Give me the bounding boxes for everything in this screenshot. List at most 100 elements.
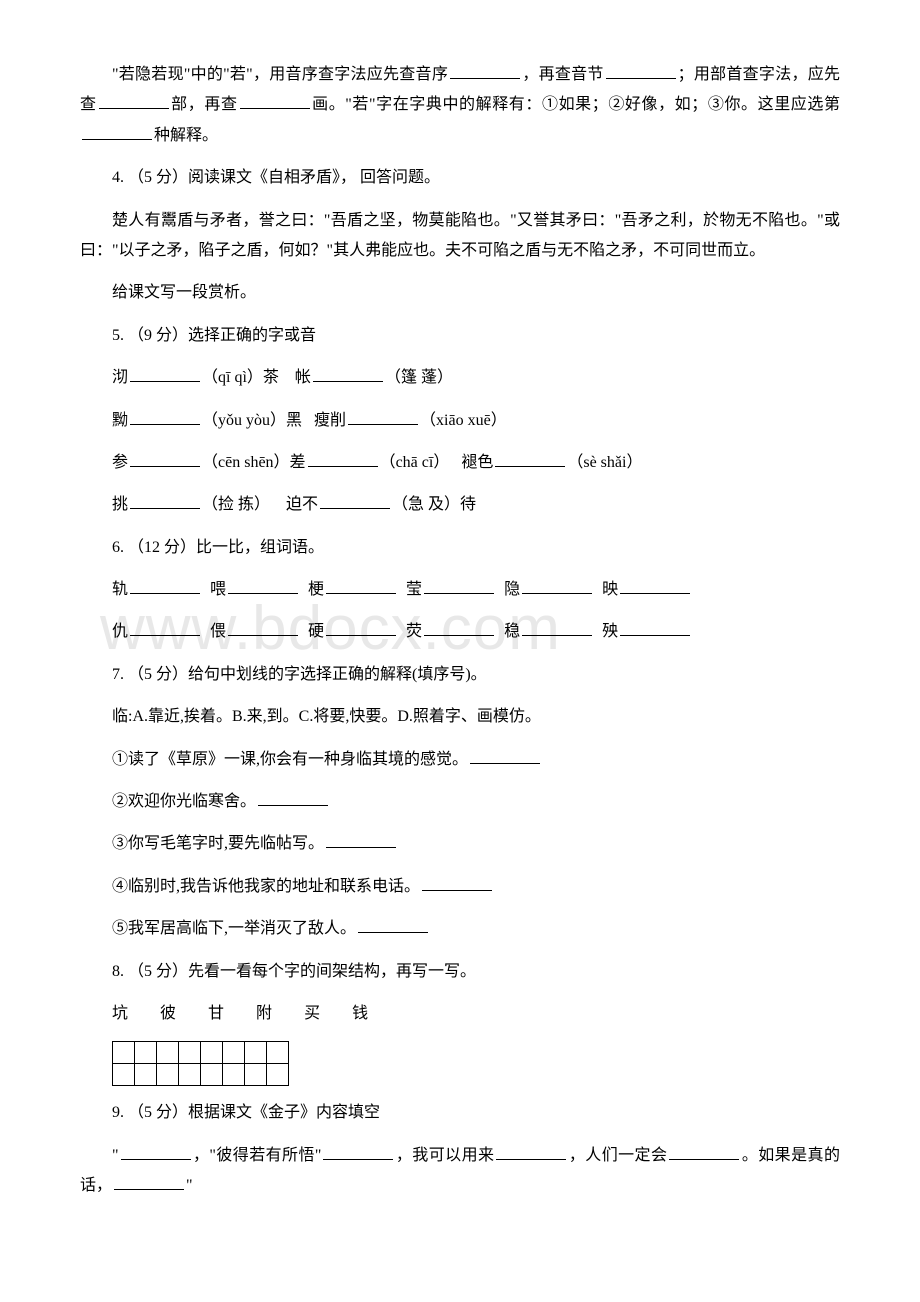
blank (522, 620, 592, 636)
text: （qī qì）茶 (202, 369, 279, 386)
q4-prompt: 4. （5 分）阅读课文《自相矛盾》， 回答问题。 (80, 163, 840, 193)
text: ，人们一定会 (568, 1147, 667, 1164)
text: 迫不 (286, 496, 318, 513)
text: ，我可以用来 (395, 1147, 494, 1164)
blank (114, 1174, 184, 1190)
blank (496, 1144, 566, 1160)
text: （yǒu yòu）黑 (202, 412, 302, 429)
blank (620, 578, 690, 594)
q9-fill: "，"彼得若有所悟"，我可以用来，人们一定会。如果是真的话，" (80, 1141, 840, 1202)
blank (450, 63, 520, 79)
blank (323, 1144, 393, 1160)
text: 种解释。 (154, 127, 218, 144)
q7-s4: ④临别时,我告诉他我家的地址和联系电话。 (80, 872, 840, 902)
char: 仇 (112, 623, 128, 640)
q5-row4: 挑 （捡 拣） 迫不 （急 及）待 (80, 490, 840, 520)
blank (424, 578, 494, 594)
char: 彼 (160, 1005, 176, 1022)
blank (326, 620, 396, 636)
blank (130, 493, 200, 509)
text: "若隐若现"中的"若"，用音序查字法应先查音序 (112, 66, 448, 83)
blank (240, 93, 310, 109)
blank (121, 1144, 191, 1160)
blank (522, 578, 592, 594)
char: 偎 (210, 623, 226, 640)
q5-row3: 参（cēn shēn）差（chā cī） 褪色（sè shǎi） (80, 448, 840, 478)
blank (358, 917, 428, 933)
text: ①读了《草原》一课,你会有一种身临其境的感觉。 (112, 751, 468, 768)
blank (99, 93, 169, 109)
blank (130, 578, 200, 594)
text: （chā cī） (380, 454, 450, 471)
blank (669, 1144, 739, 1160)
text: 黝 (112, 412, 128, 429)
q7-definition: 临:A.靠近,挨着。B.来,到。C.将要,快要。D.照着字、画模仿。 (80, 702, 840, 732)
blank (348, 409, 418, 425)
char: 映 (602, 581, 618, 598)
text: 瘦削 (314, 412, 346, 429)
char: 喂 (210, 581, 226, 598)
q7-s3: ③你写毛笔字时,要先临帖写。 (80, 829, 840, 859)
blank (228, 578, 298, 594)
blank (130, 451, 200, 467)
blank (130, 620, 200, 636)
text: 挑 (112, 496, 128, 513)
text: 画。"若"字在字典中的解释有：①如果；②好像，如；③你。这里应选第 (312, 96, 840, 113)
blank (130, 366, 200, 382)
text: （xiāo xuē） (420, 412, 507, 429)
char: 殃 (602, 623, 618, 640)
text: 沏 (112, 369, 128, 386)
blank (422, 875, 492, 891)
text: 参 (112, 454, 128, 471)
blank (470, 748, 540, 764)
blank (320, 493, 390, 509)
text: 褪色 (461, 454, 493, 471)
char: 轨 (112, 581, 128, 598)
blank (326, 832, 396, 848)
text: （急 及）待 (392, 496, 476, 513)
q7-s1: ①读了《草原》一课,你会有一种身临其境的感觉。 (80, 745, 840, 775)
q9-prompt: 9. （5 分）根据课文《金子》内容填空 (80, 1098, 840, 1128)
char: 买 (304, 1005, 320, 1022)
char: 稳 (504, 623, 520, 640)
blank (620, 620, 690, 636)
char: 荧 (406, 623, 422, 640)
blank (606, 63, 676, 79)
q4-passage: 楚人有鬻盾与矛者，誉之曰："吾盾之坚，物莫能陷也。"又誉其矛曰："吾矛之利，於物… (80, 206, 840, 267)
writing-grid (112, 1041, 289, 1086)
blank (82, 124, 152, 140)
q7-s2: ②欢迎你光临寒舍。 (80, 787, 840, 817)
char: 隐 (504, 581, 520, 598)
q8-prompt: 8. （5 分）先看一看每个字的间架结构，再写一写。 (80, 957, 840, 987)
blank (258, 790, 328, 806)
q7-prompt: 7. （5 分）给句中划线的字选择正确的解释(填序号)。 (80, 660, 840, 690)
q6-row2: 仇 偎 硬 荧 稳 殃 (80, 617, 840, 647)
text: " (186, 1177, 193, 1194)
text: ，再查音节 (522, 66, 604, 83)
blank (308, 451, 378, 467)
text: 帐 (295, 369, 311, 386)
q5-row2: 黝 （yǒu yòu）黑 瘦削 （xiāo xuē） (80, 406, 840, 436)
char: 甘 (208, 1005, 224, 1022)
char: 钱 (352, 1005, 368, 1022)
blank (424, 620, 494, 636)
char: 硬 (308, 623, 324, 640)
blank (228, 620, 298, 636)
q5-row1: 沏 （qī qì）茶 帐 （篷 蓬） (80, 363, 840, 393)
q3-dictionary-lookup: "若隐若现"中的"若"，用音序查字法应先查音序，再查音节；用部首查字法，应先查部… (80, 60, 840, 151)
text: ②欢迎你光临寒舍。 (112, 793, 256, 810)
text: （捡 拣） (202, 496, 270, 513)
q5-prompt: 5. （9 分）选择正确的字或音 (80, 321, 840, 351)
text: 部，再查 (171, 96, 238, 113)
q4-sub: 给课文写一段赏析。 (80, 278, 840, 308)
text: ，"彼得若有所悟" (193, 1147, 322, 1164)
char: 莹 (406, 581, 422, 598)
char: 附 (256, 1005, 272, 1022)
q6-prompt: 6. （12 分）比一比，组词语。 (80, 533, 840, 563)
text: ③你写毛笔字时,要先临帖写。 (112, 835, 324, 852)
blank (495, 451, 565, 467)
text: （篷 蓬） (385, 369, 453, 386)
text: （sè shǎi） (567, 454, 642, 471)
text: " (112, 1147, 119, 1164)
blank (326, 578, 396, 594)
